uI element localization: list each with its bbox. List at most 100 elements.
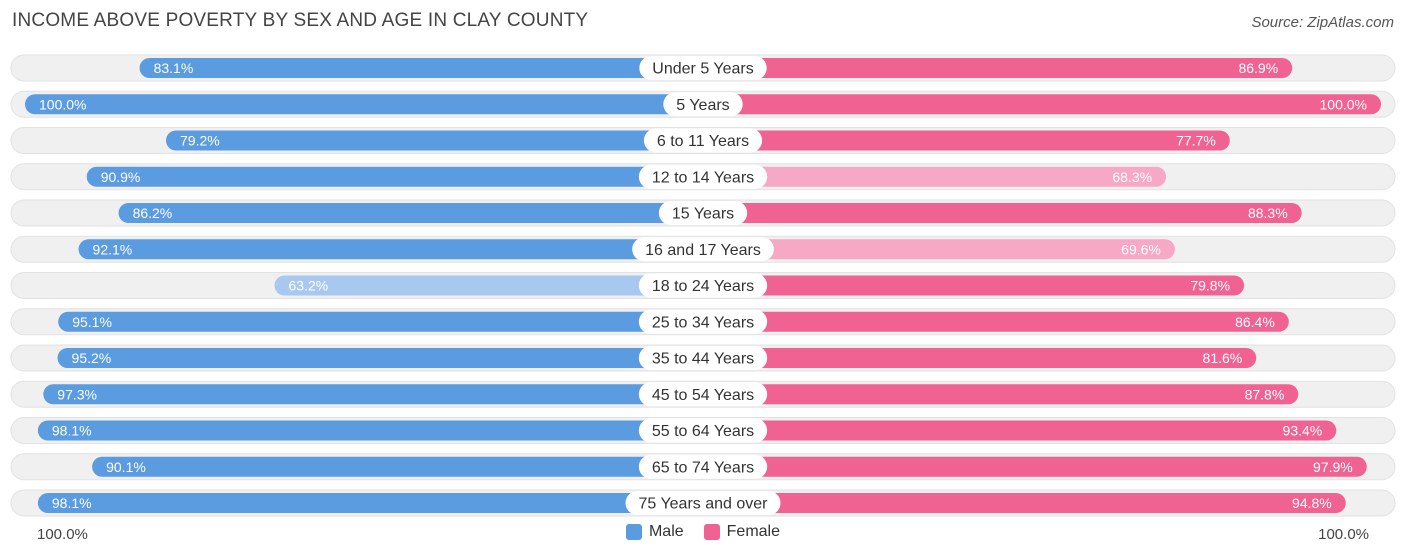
category-pill	[625, 491, 781, 515]
category-label: 75 Years and over	[639, 496, 769, 513]
bar-female	[703, 94, 1381, 115]
bar-female	[703, 384, 1299, 405]
legend: Male Female	[0, 523, 1406, 541]
bar-female	[703, 130, 1230, 151]
bar-female	[703, 456, 1367, 477]
data-label-male: 95.2%	[72, 350, 112, 366]
category-label: 25 to 34 Years	[652, 314, 754, 331]
bar-male	[86, 166, 703, 187]
legend-swatch-female	[703, 524, 720, 540]
category-pill	[638, 454, 768, 479]
data-label-male: 95.1%	[72, 314, 112, 330]
legend-item-male: Male	[625, 523, 684, 541]
data-label-male: 83.1%	[154, 60, 194, 76]
bar-male	[25, 94, 703, 115]
legend-label-female: Female	[726, 523, 781, 540]
data-label-female: 68.3%	[1112, 169, 1152, 185]
data-label-male: 98.1%	[52, 423, 92, 439]
chart-row: 92.1% 69.6% 16 and 17 Years	[10, 235, 1396, 263]
bar-male	[92, 456, 703, 477]
chart-row: 90.1% 97.9% 65 to 74 Years	[10, 453, 1396, 481]
bar-male	[166, 130, 704, 151]
legend-swatch-male	[625, 524, 642, 540]
chart-row: 98.1% 93.4% 55 to 64 Years	[10, 417, 1396, 444]
category-pill	[638, 164, 768, 189]
data-label-male: 97.3%	[57, 386, 97, 402]
data-label-male: 90.9%	[101, 169, 141, 185]
axis-left-label: 100.0%	[37, 526, 88, 543]
bar-male	[78, 239, 703, 260]
axis-right-label: 100.0%	[1318, 526, 1369, 543]
category-pill	[632, 237, 774, 262]
chart-row: 100.0% 100.0% 5 Years	[10, 90, 1396, 118]
category-pill	[658, 201, 748, 225]
chart-row: 95.2% 81.6% 35 to 44 Years	[10, 344, 1396, 372]
bar-female	[703, 493, 1346, 513]
category-label: 6 to 11 Years	[657, 133, 749, 150]
data-label-male: 90.1%	[106, 459, 146, 475]
chart-title: INCOME ABOVE POVERTY BY SEX AND AGE IN C…	[12, 10, 589, 31]
bar-male	[43, 384, 703, 405]
category-label: 16 and 17 Years	[645, 242, 761, 259]
bar-female	[703, 166, 1167, 187]
chart-row: 63.2% 79.8% 18 to 24 Years	[10, 272, 1396, 299]
category-label: 35 to 44 Years	[652, 351, 754, 368]
bar-male	[118, 203, 703, 223]
data-label-male: 86.2%	[133, 205, 173, 221]
chart-row: 83.1% 86.9% Under 5 Years	[10, 54, 1396, 82]
data-label-male: 100.0%	[39, 96, 86, 112]
data-label-female: 100.0%	[1320, 96, 1367, 112]
category-label: 15 Years	[672, 206, 734, 223]
category-pill	[638, 309, 768, 334]
chart-row: 95.1% 86.4% 25 to 34 Years	[10, 308, 1396, 336]
category-pill	[663, 92, 743, 117]
category-pill	[638, 273, 768, 298]
data-label-female: 94.8%	[1292, 495, 1332, 511]
data-label-female: 93.4%	[1283, 423, 1323, 439]
legend-label-male: Male	[648, 523, 684, 540]
bar-female	[703, 58, 1293, 78]
bar-female	[703, 275, 1245, 296]
bar-female	[703, 420, 1337, 441]
bar-male	[139, 58, 703, 78]
data-label-male: 98.1%	[52, 495, 92, 511]
category-label: 65 to 74 Years	[652, 459, 754, 476]
bar-female	[703, 311, 1289, 332]
data-label-male: 92.1%	[93, 241, 133, 257]
data-label-female: 87.8%	[1245, 386, 1285, 402]
bar-female	[703, 203, 1302, 223]
category-label: Under 5 Years	[652, 61, 753, 78]
bar-female	[703, 348, 1257, 368]
data-label-female: 86.9%	[1238, 60, 1278, 76]
chart-row: 79.2% 77.7% 6 to 11 Years	[10, 127, 1396, 154]
bar-male	[274, 275, 703, 296]
category-pill	[639, 56, 767, 80]
data-label-female: 77.7%	[1176, 133, 1216, 149]
chart-row: 86.2% 88.3% 15 Years	[10, 199, 1396, 227]
chart-row: 98.1% 94.8% 75 Years and over	[10, 489, 1396, 517]
category-label: 18 to 24 Years	[652, 278, 754, 295]
chart-row: 90.9% 68.3% 12 to 14 Years	[10, 163, 1396, 191]
chart-row: 97.3% 87.8% 45 to 54 Years	[10, 380, 1396, 408]
bar-male	[37, 493, 703, 513]
bar-female	[703, 239, 1175, 260]
category-label: 45 to 54 Years	[652, 387, 754, 404]
category-pill	[638, 346, 768, 370]
category-label: 55 to 64 Years	[652, 423, 754, 440]
category-pill	[643, 128, 763, 153]
data-label-female: 69.6%	[1121, 241, 1161, 257]
data-label-female: 81.6%	[1203, 350, 1243, 366]
category-label: 12 to 14 Years	[652, 169, 754, 186]
bar-male	[57, 348, 703, 368]
source-label: Source: ZipAtlas.com	[1251, 14, 1394, 31]
data-label-female: 88.3%	[1248, 205, 1288, 221]
legend-item-female: Female	[703, 523, 781, 541]
category-pill	[638, 382, 768, 407]
bar-male	[58, 311, 704, 332]
data-label-female: 97.9%	[1313, 459, 1353, 475]
data-label-female: 79.8%	[1190, 278, 1230, 294]
bar-male	[37, 420, 703, 441]
category-label: 5 Years	[676, 97, 729, 114]
data-label-male: 63.2%	[289, 278, 329, 294]
